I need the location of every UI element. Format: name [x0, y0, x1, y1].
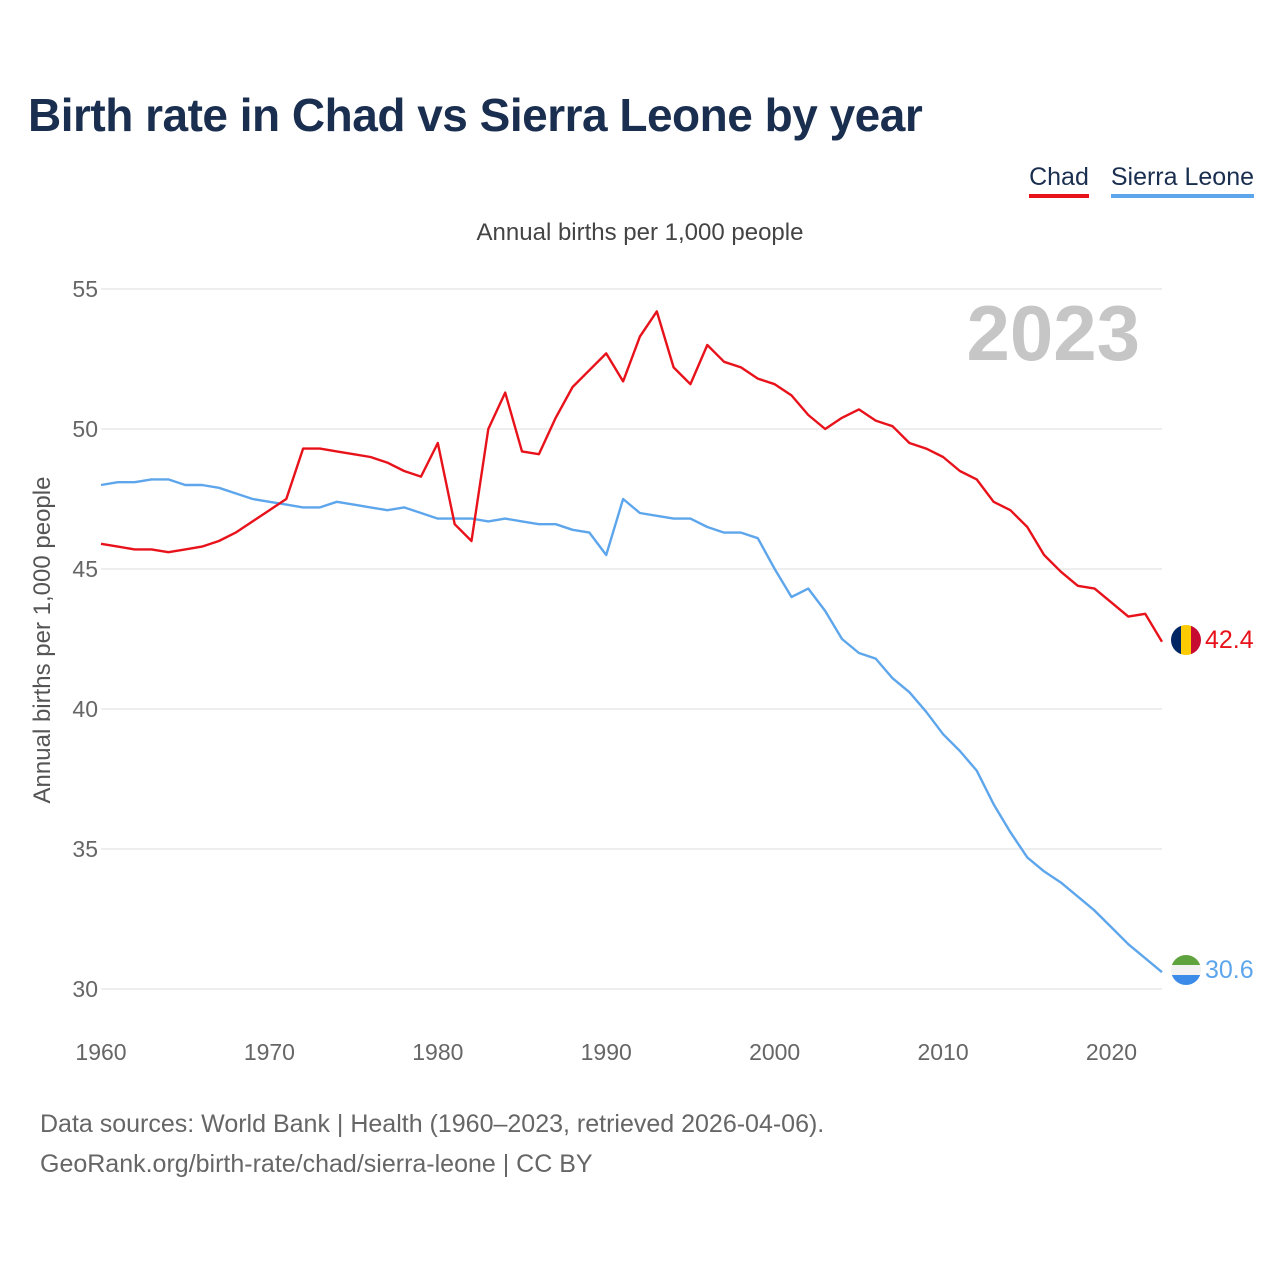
- chart-title: Birth rate in Chad vs Sierra Leone by ye…: [28, 89, 923, 141]
- y-tick-label: 50: [72, 416, 98, 442]
- y-tick-label: 35: [72, 836, 98, 862]
- data-source-note: Data sources: World Bank | Health (1960–…: [40, 1110, 825, 1138]
- series-line-sierra-leone[interactable]: [100, 478, 1163, 974]
- current-year-label: 2023: [966, 289, 1140, 377]
- gridlines: [101, 288, 1162, 990]
- y-axis-label: Annual births per 1,000 people: [29, 477, 56, 804]
- legend: Chad Sierra Leone: [1029, 163, 1254, 198]
- sierra-leone-flag-icon: [1171, 955, 1201, 985]
- x-tick-label: 1990: [581, 1039, 632, 1065]
- end-value-label-chad: 42.4: [1205, 626, 1254, 654]
- x-tick-label: 1970: [244, 1039, 295, 1065]
- series-line-chad[interactable]: [100, 310, 1164, 643]
- x-tick-label: 2020: [1086, 1039, 1137, 1065]
- chart-subtitle: Annual births per 1,000 people: [477, 219, 804, 246]
- chad-flag-icon: [1171, 625, 1201, 655]
- legend-item-chad[interactable]: Chad: [1029, 163, 1089, 198]
- y-tick-label: 40: [72, 696, 98, 722]
- footer: Data sources: World Bank | Health (1960–…: [40, 1104, 824, 1184]
- legend-item-sierra-leone[interactable]: Sierra Leone: [1110, 163, 1254, 198]
- y-tick-label: 55: [72, 276, 98, 302]
- source-url[interactable]: GeoRank.org/birth-rate/chad/sierra-leone…: [40, 1150, 593, 1178]
- x-tick-label: 2010: [917, 1039, 968, 1065]
- y-tick-label: 45: [72, 556, 98, 582]
- x-tick-label: 2000: [749, 1039, 800, 1065]
- x-tick-label: 1960: [75, 1039, 126, 1065]
- x-tick-labels: 1960 1970 1980 1990 2000 2010 2020: [75, 1039, 1137, 1065]
- y-tick-labels: 30 35 40 45 50 55: [72, 276, 98, 1002]
- end-value-label-sierra-leone: 30.6: [1205, 956, 1254, 984]
- x-tick-label: 1980: [412, 1039, 463, 1065]
- y-tick-label: 30: [72, 976, 98, 1002]
